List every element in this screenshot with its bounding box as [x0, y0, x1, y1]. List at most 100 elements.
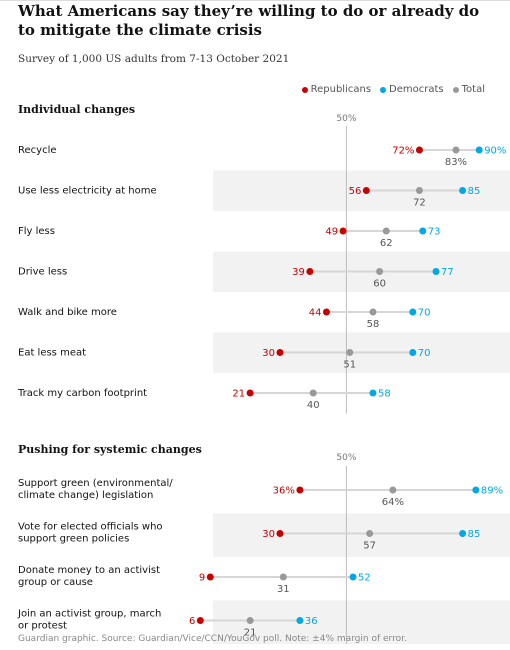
row-label: or protest [18, 621, 67, 632]
republicans-dot [322, 308, 330, 316]
total-dot [382, 227, 390, 235]
total-dot [415, 187, 423, 194]
row-label: Track my carbon footprint [17, 388, 147, 399]
republicans-dot [276, 530, 284, 537]
republicans-dot [196, 617, 204, 624]
democrats-value: 52 [358, 573, 371, 584]
republicans-value: 21 [232, 389, 245, 400]
total-value: 57 [363, 541, 376, 552]
row-label: Recycle [18, 145, 57, 156]
total-value: 72 [413, 198, 426, 209]
total-value: 83% [445, 157, 467, 168]
democrats-value: 58 [378, 389, 391, 400]
legend-label-total: Total [461, 84, 485, 95]
total-dot [346, 349, 354, 356]
footer-source: Guardian graphic. Source: Guardian/Vice/… [18, 634, 407, 644]
democrats-dot [419, 227, 427, 235]
republicans-value: 56 [349, 186, 362, 197]
republicans-value: 30 [262, 529, 275, 540]
legend-dot-democrats [380, 86, 387, 93]
row-label: Support green (environmental/ [18, 478, 173, 489]
democrats-dot [349, 573, 357, 581]
row-label: Join an activist group, march [17, 609, 161, 620]
top-rule [0, 0, 510, 1]
row-band [213, 600, 510, 644]
democrats-dot [432, 268, 440, 275]
midline-label: 50% [336, 114, 356, 124]
legend-item-total: Total [452, 84, 485, 95]
total-value: 31 [277, 584, 290, 595]
republicans-dot [296, 486, 304, 494]
row-label: Donate money to an activist [18, 565, 160, 576]
democrats-value: 77 [441, 267, 454, 278]
row-label: Fly less [18, 226, 55, 237]
row-label: climate change) legislation [18, 490, 153, 501]
republicans-value: 39 [292, 267, 305, 278]
democrats-value: 70 [418, 348, 431, 359]
democrats-dot [459, 530, 467, 537]
total-dot [452, 146, 460, 154]
row-label: Use less electricity at home [18, 186, 157, 197]
republicans-value: 30 [262, 348, 275, 359]
democrats-dot [409, 308, 417, 316]
democrats-dot [369, 389, 377, 397]
democrats-value: 70 [418, 308, 431, 319]
republicans-value: 6 [189, 616, 195, 627]
row-label: Vote for elected officials who [18, 522, 163, 533]
democrats-value: 89% [481, 486, 503, 497]
republicans-value: 44 [309, 308, 322, 319]
total-dot [366, 530, 374, 537]
midline-label: 50% [336, 453, 356, 463]
democrats-dot [409, 349, 417, 356]
democrats-value: 90% [484, 146, 506, 157]
democrats-dot [475, 146, 483, 154]
legend-dot-republicans [301, 86, 308, 93]
total-value: 40 [307, 400, 320, 411]
republicans-value: 36% [273, 486, 295, 497]
total-value: 62 [380, 238, 393, 249]
row-label: Drive less [18, 267, 67, 278]
democrats-dot [472, 486, 480, 494]
total-dot [389, 486, 397, 494]
total-dot [246, 617, 254, 624]
democrats-value: 73 [428, 227, 441, 238]
republicans-dot [276, 349, 284, 356]
section-title-systemic: Pushing for systemic changes [18, 443, 202, 456]
republicans-dot [362, 187, 370, 194]
republicans-value: 9 [199, 573, 205, 584]
republicans-dot [246, 389, 254, 397]
total-value: 51 [343, 360, 356, 371]
row-label: Walk and bike more [18, 307, 117, 318]
democrats-value: 85 [468, 186, 481, 197]
legend-dot-total [452, 86, 459, 93]
total-value: 58 [367, 319, 380, 330]
total-value: 64% [382, 497, 404, 508]
republicans-dot [206, 573, 214, 581]
total-dot [369, 308, 377, 316]
legend-label-republicans: Republicans [310, 84, 372, 95]
chart-title: What Americans say they’re willing to do… [18, 2, 480, 39]
total-dot [279, 573, 287, 581]
legend-item-democrats: Democrats [380, 84, 444, 95]
row-label: Eat less meat [18, 348, 86, 359]
total-dot [376, 268, 384, 275]
chart-subtitle: Survey of 1,000 US adults from 7-13 Octo… [18, 53, 290, 65]
republicans-value: 49 [325, 227, 338, 238]
total-value: 21 [244, 628, 257, 639]
republicans-dot [306, 268, 314, 275]
row-label: group or cause [18, 577, 93, 588]
legend-label-democrats: Democrats [389, 84, 444, 95]
democrats-dot [296, 617, 304, 624]
republicans-dot [415, 146, 423, 154]
republicans-value: 72% [392, 146, 414, 157]
legend-item-republicans: Republicans [301, 84, 372, 95]
democrats-value: 36 [305, 616, 318, 627]
total-value: 60 [373, 279, 386, 290]
row-label: support green policies [18, 534, 129, 545]
democrats-dot [459, 187, 467, 194]
legend: Republicans Democrats Total [301, 84, 485, 95]
total-dot [309, 389, 317, 397]
republicans-dot [339, 227, 347, 235]
section-title-individual: Individual changes [18, 103, 136, 116]
